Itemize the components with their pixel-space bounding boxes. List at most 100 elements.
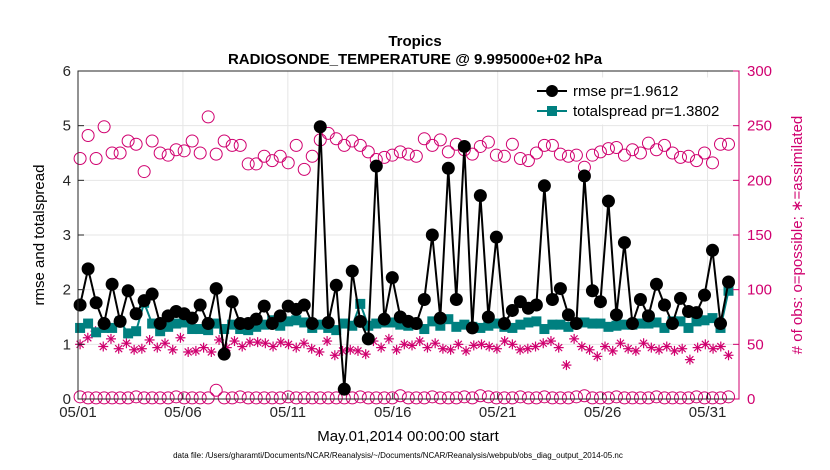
obs-assimilated-point (414, 336, 425, 347)
x-tick-label: 05/11 (270, 404, 306, 421)
asterisk-stroke (315, 348, 324, 356)
asterisk-stroke (408, 341, 416, 350)
rmse-point (722, 275, 736, 289)
obs-assimilated-point (283, 339, 294, 350)
totalspread-point (611, 320, 622, 331)
obs-possible-point (657, 138, 671, 152)
series-possible (73, 110, 736, 179)
obs-possible-point (249, 157, 263, 171)
y-axis-right-label: # of obs: o=possible; ∗=assimilated (789, 116, 806, 355)
asterisk-stroke (477, 340, 486, 349)
asterisk-stroke (539, 339, 548, 348)
totalspread-point (451, 321, 462, 332)
asterisk-stroke (678, 344, 687, 353)
obs-assimilated-point (592, 351, 603, 362)
asterisk-stroke (230, 337, 239, 345)
obs-assimilated-point (484, 341, 495, 352)
asterisk-stroke (462, 346, 470, 355)
obs-possible-point (177, 144, 191, 158)
obs-possible-point (561, 149, 575, 163)
obs-possible-point (313, 391, 327, 405)
obs-possible-point (465, 147, 479, 161)
obs-possible-point (105, 391, 119, 405)
obs-possible-point (681, 149, 695, 163)
obs-possible-point (337, 138, 351, 152)
obs-assimilated-point (646, 342, 657, 353)
obs-possible-point (385, 391, 399, 405)
obs-assimilated-point (144, 334, 155, 345)
obs-assimilated-point (669, 345, 680, 356)
rmse-point (305, 317, 319, 331)
rmse-point (121, 284, 135, 298)
obs-possible-point (345, 391, 359, 405)
obs-possible-point (121, 391, 135, 405)
rmse-point (569, 317, 583, 331)
totalspread-point (419, 324, 430, 335)
obs-assimilated-point (329, 350, 340, 361)
rmse-point (385, 271, 399, 285)
obs-assimilated-point (129, 344, 140, 355)
obs-assimilated-point (98, 341, 109, 352)
obs-possible-point (529, 146, 543, 160)
asterisk-stroke (601, 342, 609, 351)
totalspread-point (355, 298, 366, 309)
totalspread-point (75, 322, 86, 333)
asterisk-stroke (377, 343, 386, 352)
rmse-point (689, 306, 703, 320)
x-tick-label: 05/01 (59, 404, 97, 421)
asterisk-stroke (145, 336, 154, 344)
y-right-tick-label: 50 (747, 336, 764, 353)
obs-possible-point (649, 390, 663, 404)
obs-assimilated-point (461, 345, 472, 356)
rmse-point (545, 293, 559, 307)
totalspread-point (195, 324, 206, 335)
totalspread-point (691, 316, 702, 327)
rmse-point (249, 312, 263, 326)
totalspread-point (595, 318, 606, 329)
obs-possible-point (353, 138, 367, 152)
obs-assimilated-point (684, 354, 695, 365)
obs-assimilated-point (476, 339, 487, 350)
rmse-point (553, 282, 567, 296)
totalspread-point (531, 316, 542, 327)
obs-possible-point (97, 120, 111, 134)
obs-possible-point (505, 391, 519, 405)
obs-assimilated-point (237, 341, 248, 352)
totalspread-point (155, 326, 166, 337)
rmse-point (209, 282, 223, 296)
obs-possible-point (217, 391, 231, 405)
obs-possible-point (417, 132, 431, 146)
totalspread-point (283, 316, 294, 327)
obs-assimilated-point (252, 337, 263, 348)
asterisk-stroke (631, 346, 640, 355)
obs-possible-point (361, 391, 375, 405)
obs-assimilated-point (638, 338, 649, 349)
obs-assimilated-point (422, 342, 433, 353)
asterisk-stroke (570, 334, 579, 343)
obs-possible-point (161, 391, 175, 405)
totalspread-point (459, 319, 470, 330)
y-left-tick-label: 5 (63, 118, 71, 135)
obs-possible-point (345, 134, 359, 148)
obs-possible-point (409, 391, 423, 405)
asterisk-stroke (701, 340, 710, 349)
obs-possible-point (241, 391, 255, 405)
series-rmse (73, 120, 736, 396)
obs-possible-point (722, 137, 736, 151)
obs-possible-point (257, 391, 271, 405)
obs-possible-point (377, 391, 391, 405)
asterisk-stroke (493, 344, 501, 353)
rmse-point (217, 347, 231, 361)
obs-assimilated-point (229, 336, 240, 347)
obs-possible-point (289, 391, 303, 405)
totalspread-point (723, 285, 734, 296)
obs-assimilated-point (515, 344, 526, 355)
obs-possible-point (241, 157, 255, 171)
obs-possible-point (297, 391, 311, 405)
obs-assimilated-point (175, 332, 186, 343)
y-right-tick-label: 250 (747, 118, 772, 135)
y-left-tick-label: 1 (63, 336, 71, 353)
rmse-point (457, 139, 471, 153)
obs-assimilated-point (360, 349, 371, 360)
